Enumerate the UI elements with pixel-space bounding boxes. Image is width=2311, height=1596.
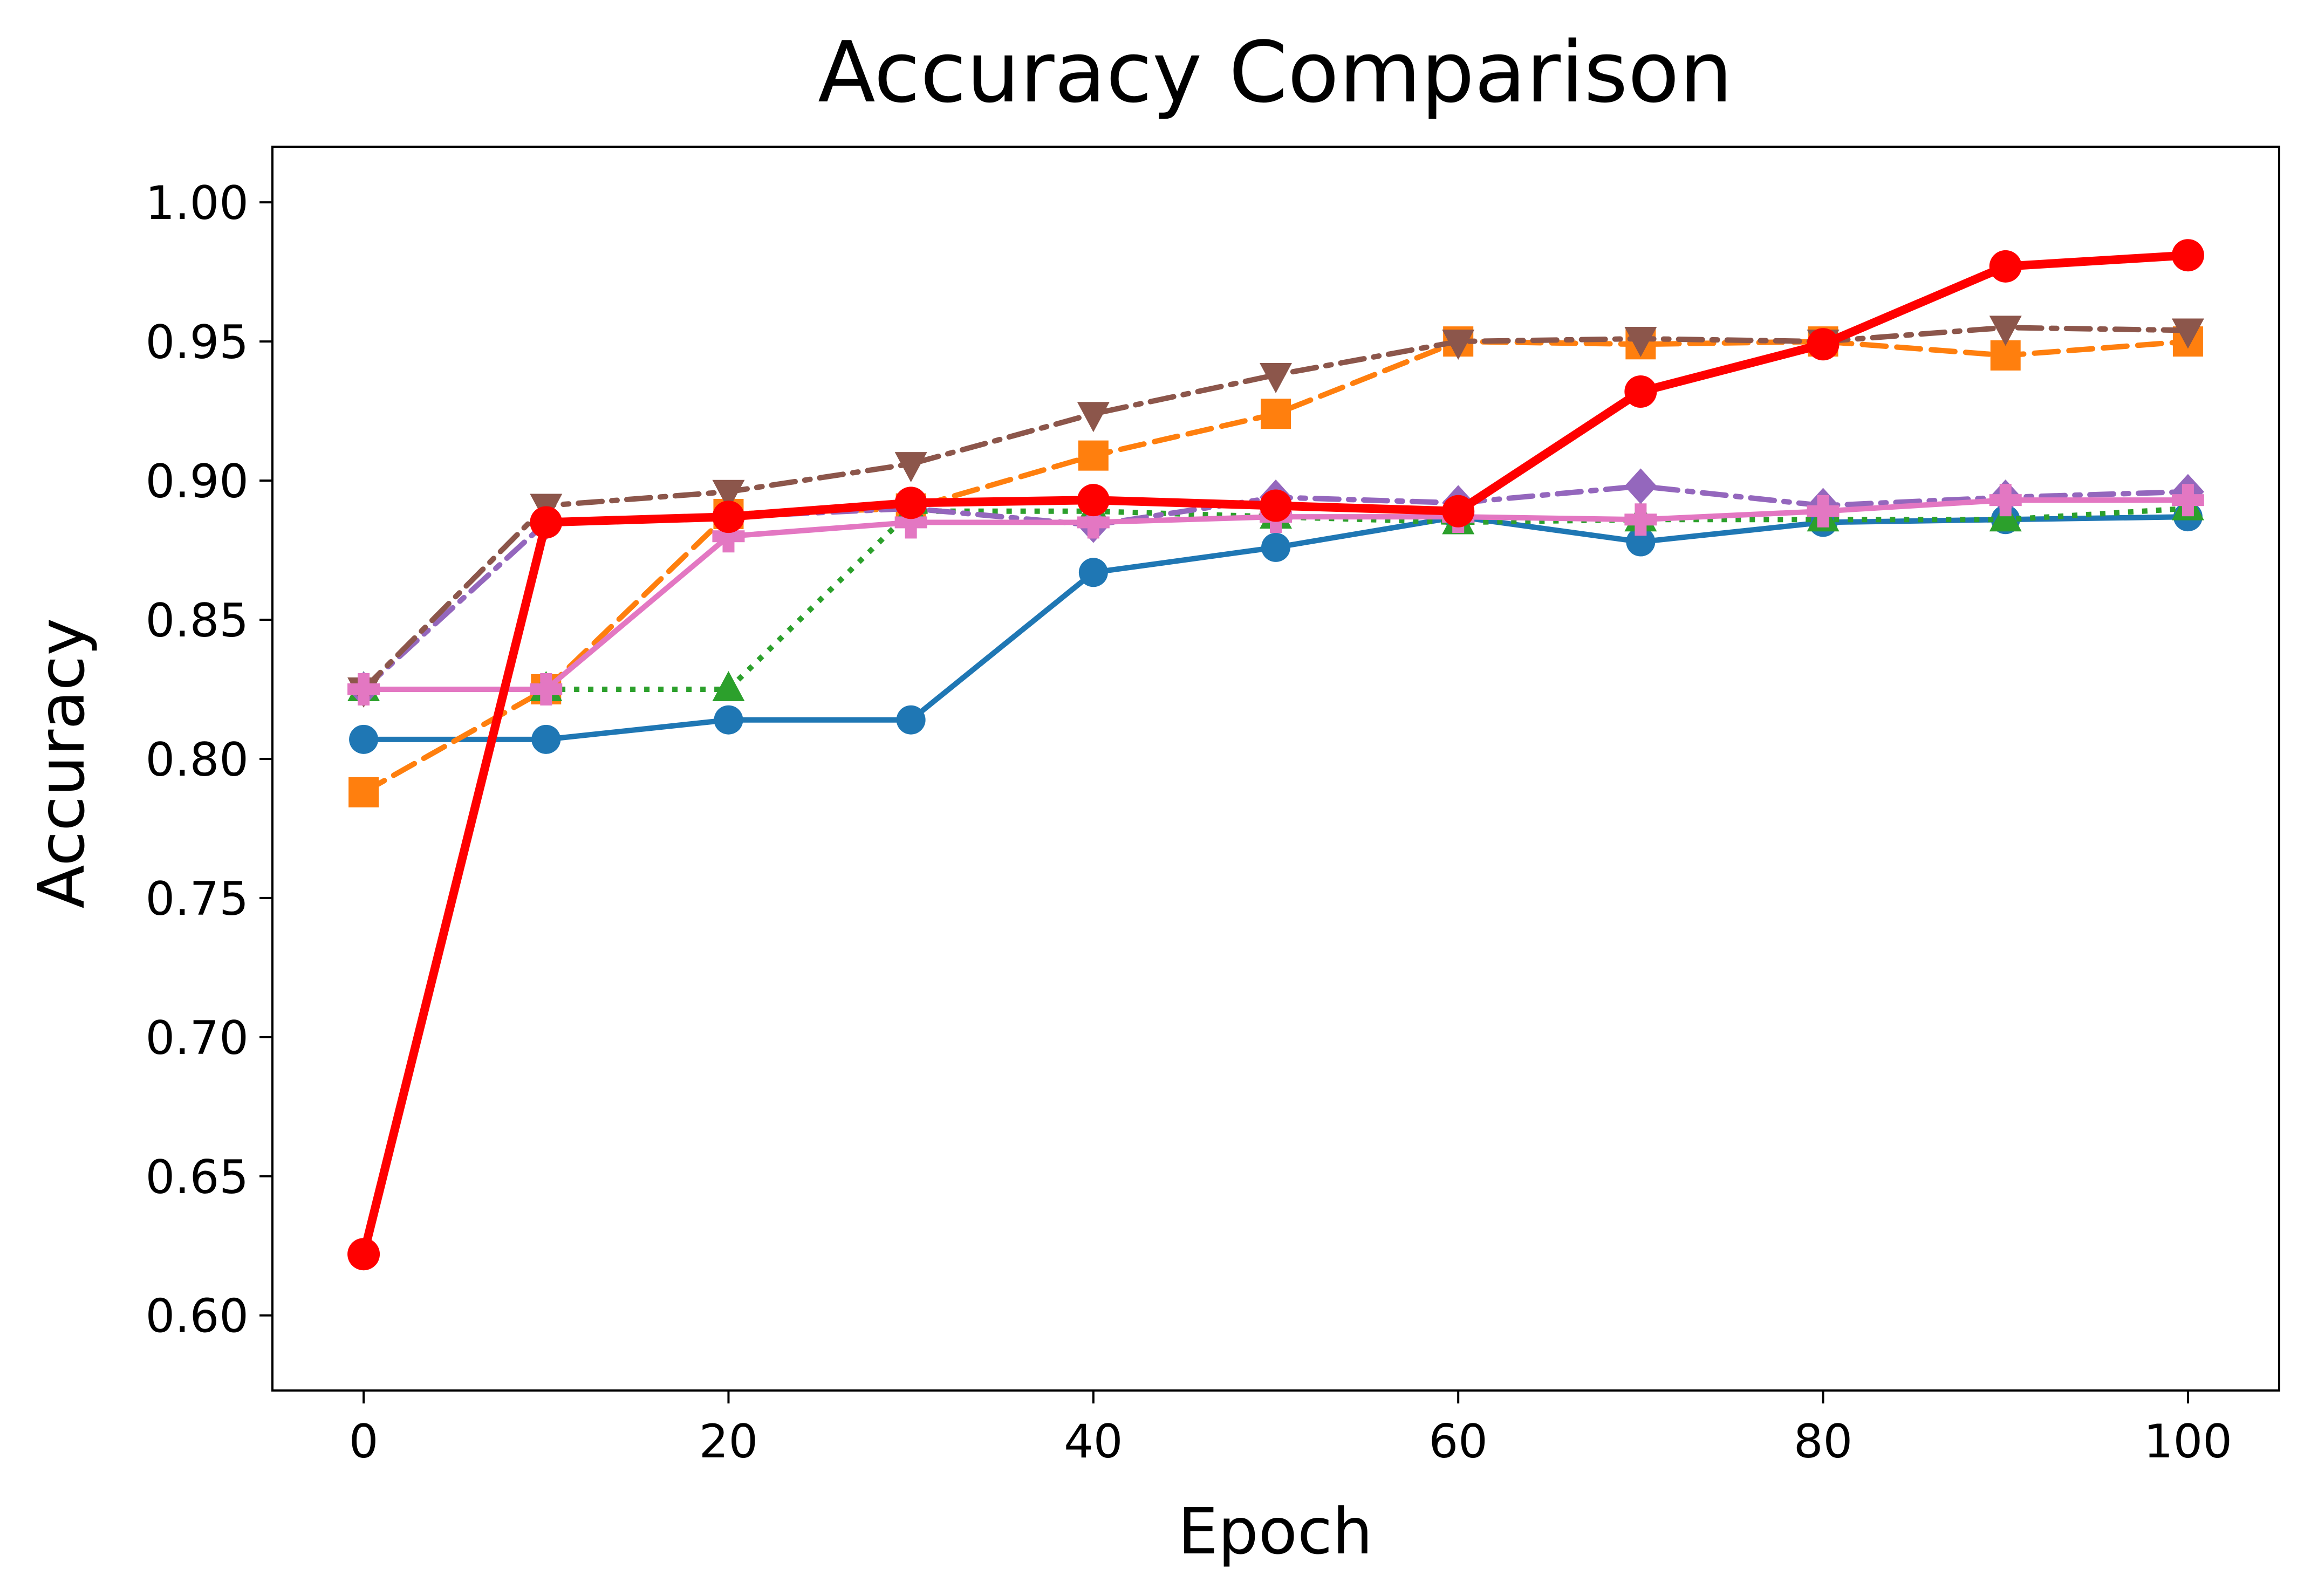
y-tick-label: 0.95 [146, 316, 249, 369]
y-tick-label: 1.00 [146, 176, 249, 230]
data-point [2171, 239, 2204, 272]
series-2 [348, 326, 2203, 807]
data-point [1442, 330, 1475, 360]
data-point [712, 501, 745, 533]
y-axis-label: Accuracy [24, 618, 99, 909]
data-point [896, 705, 926, 735]
y-tick-label: 0.90 [146, 455, 249, 509]
plot-frame [271, 146, 2280, 1392]
data-point [1261, 399, 1291, 429]
y-tick-label: 0.65 [146, 1150, 249, 1204]
data-point [714, 705, 743, 735]
data-point [1078, 558, 1108, 587]
data-point [348, 777, 379, 807]
data-point [1635, 503, 1647, 536]
data-point [1989, 250, 2022, 283]
chart-title: Accuracy Comparison [818, 23, 1733, 121]
data-point [894, 452, 927, 483]
data-point [540, 673, 552, 705]
data-point [1624, 375, 1657, 408]
data-point [712, 670, 745, 701]
data-point [1442, 495, 1475, 528]
data-point [1989, 316, 2022, 346]
data-point [1624, 326, 1657, 357]
x-tick-label: 100 [2144, 1415, 2232, 1469]
x-axis-label: Epoch [1178, 1494, 1372, 1568]
data-point [1626, 527, 1656, 557]
x-tick-label: 20 [699, 1415, 758, 1469]
x-tick-label: 80 [1794, 1415, 1852, 1469]
y-tick-label: 0.80 [146, 733, 249, 787]
data-point [1077, 402, 1110, 433]
data-point [894, 487, 927, 519]
data-point [2171, 318, 2204, 349]
y-tick-label: 0.60 [146, 1290, 249, 1344]
data-point [1260, 489, 1292, 522]
data-point [2182, 484, 2194, 517]
data-point [1077, 484, 1110, 517]
data-point [1999, 484, 2012, 517]
data-point [712, 480, 745, 510]
y-tick-label: 0.75 [146, 872, 249, 926]
data-point [1624, 468, 1657, 504]
data-point [1078, 440, 1109, 471]
x-tick-label: 60 [1428, 1415, 1487, 1469]
x-tick-label: 40 [1064, 1415, 1123, 1469]
series-7 [347, 239, 2204, 1271]
data-point [1817, 495, 1829, 528]
data-point [347, 1238, 380, 1271]
y-tick-label: 0.85 [146, 594, 249, 648]
data-point [358, 673, 370, 705]
plot-area: 0 20 40 60 80 100 0.60 0.65 0.70 0.75 0.80 0.85 0.90… [146, 146, 2280, 1469]
series-1 [349, 502, 2203, 754]
data-point [1989, 501, 2022, 532]
x-tick-label: 0 [349, 1415, 379, 1469]
data-point [349, 724, 379, 754]
data-point [531, 724, 561, 754]
data-point [1261, 532, 1290, 562]
y-tick-label: 0.70 [146, 1011, 249, 1065]
data-point [1807, 328, 1840, 361]
data-point [1260, 363, 1292, 394]
data-point [530, 506, 563, 539]
